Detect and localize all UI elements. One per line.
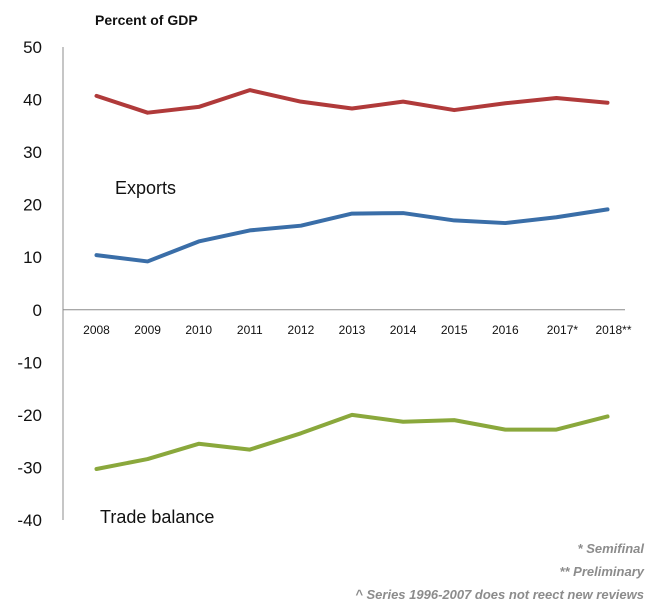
note-preliminary: ** Preliminary — [559, 564, 644, 579]
series-line-exports — [94, 207, 610, 264]
y-tick-label: 0 — [33, 301, 42, 320]
x-tick-label: 2017* — [547, 323, 579, 337]
y-tick-label: 40 — [23, 91, 42, 110]
series-label-trade-balance: Trade balance — [100, 507, 214, 527]
x-tick-label: 2018** — [595, 323, 631, 337]
x-tick-label: 2014 — [390, 323, 417, 337]
series-line-top — [94, 88, 610, 115]
note-series-revision: ^ Series 1996-2007 does not reect new re… — [355, 587, 644, 602]
y-tick-label: 50 — [23, 38, 42, 57]
x-tick-label: 2011 — [237, 323, 263, 337]
x-tick-label: 2013 — [339, 323, 366, 337]
y-tick-label: -40 — [17, 511, 42, 530]
note-semifinal: * Semifinal — [578, 541, 645, 556]
x-tick-label: 2008 — [83, 323, 110, 337]
x-tick-label: 2015 — [441, 323, 468, 337]
y-tick-label: 30 — [23, 143, 42, 162]
y-tick-label: 10 — [23, 248, 42, 267]
x-tick-label: 2009 — [134, 323, 161, 337]
series-label-exports: Exports — [115, 178, 176, 198]
y-tick-label: -30 — [17, 458, 42, 477]
y-tick-label: 20 — [23, 196, 42, 215]
y-tick-label: -10 — [17, 353, 42, 372]
chart-title: Percent of GDP — [95, 12, 198, 28]
series-lines — [94, 88, 610, 472]
y-tick-labels: 50 40 30 20 10 0 -10 -20 -30 -40 — [17, 38, 42, 530]
x-tick-labels: 2008 2009 2010 2011 2012 2013 2014 2015 2016 2017… — [83, 323, 632, 337]
x-tick-label: 2012 — [288, 323, 315, 337]
x-tick-label: 2010 — [185, 323, 212, 337]
x-tick-label: 2016 — [492, 323, 519, 337]
y-tick-label: -20 — [17, 406, 42, 425]
series-line-trade-balance — [94, 412, 610, 472]
